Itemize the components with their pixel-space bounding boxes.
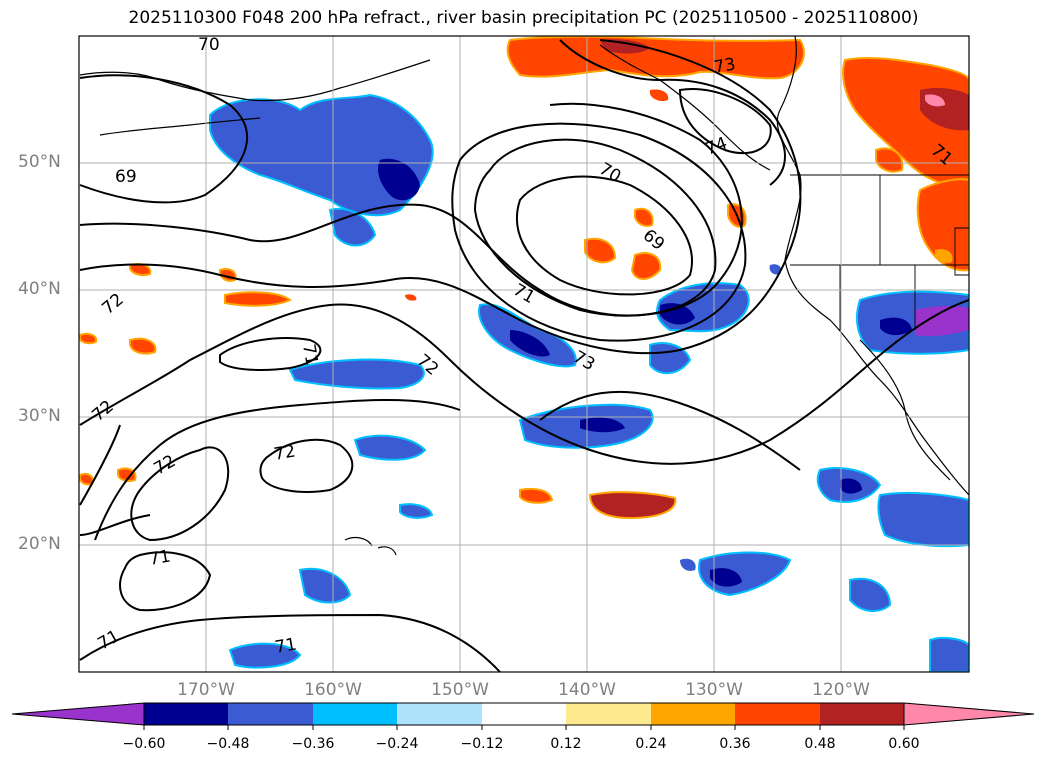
lon-label-120w: 120°W — [812, 680, 870, 700]
lon-label-150w: 150°W — [431, 680, 489, 700]
borders — [790, 174, 969, 330]
contour-label: 73 — [712, 54, 737, 77]
colorbar-tick-label: 0.12 — [550, 736, 582, 752]
lat-label-40n: 40°N — [18, 279, 61, 299]
colorbar-tick-label: −0.12 — [460, 736, 504, 752]
contour-label: 72 — [272, 441, 297, 464]
colorbar-segment — [144, 703, 228, 725]
map-frame — [78, 35, 970, 673]
colorbar-tick-label: 0.48 — [804, 736, 836, 752]
gridlines — [79, 36, 969, 672]
lon-label-130w: 130°W — [685, 680, 743, 700]
contour-label: 71 — [273, 634, 298, 657]
contour-label: 71 — [298, 342, 321, 367]
lon-label-140w: 140°W — [558, 680, 616, 700]
colorbar-tick-label: 0.24 — [635, 736, 667, 752]
contour-label: 71 — [147, 546, 172, 569]
colorbar-tick-label: −0.36 — [291, 736, 335, 752]
colorbar-extend-low — [11, 702, 145, 726]
lat-label-50n: 50°N — [18, 152, 61, 172]
colorbar-segment — [482, 703, 566, 725]
colorbar-segment — [566, 703, 651, 725]
negative-precip-regions — [209, 93, 969, 672]
colorbar-segment — [735, 703, 820, 725]
colorbar-tick-label: 0.60 — [888, 736, 920, 752]
contour-label: 69 — [115, 167, 137, 187]
lon-label-170w: 170°W — [177, 680, 235, 700]
colorbar-tick-label: 0.36 — [719, 736, 751, 752]
colorbar-segment — [228, 703, 313, 725]
colorbar-segment — [397, 703, 482, 725]
colorbar-segment — [820, 703, 904, 725]
contour-label: 70 — [198, 35, 220, 55]
lon-label-160w: 160°W — [304, 680, 362, 700]
colorbar-segment — [651, 703, 735, 725]
lat-label-30n: 30°N — [18, 406, 61, 426]
colorbar-segment — [313, 703, 397, 725]
colorbar — [11, 702, 1035, 730]
colorbar-tick-label: −0.24 — [375, 736, 419, 752]
lat-label-20n: 20°N — [18, 534, 61, 554]
positive-precip-regions — [79, 36, 969, 520]
colorbar-tick-label: −0.60 — [122, 736, 166, 752]
refractivity-contours — [79, 39, 969, 672]
chart-title: 2025110300 F048 200 hPa refract., river … — [128, 8, 919, 28]
colorbar-extend-high — [903, 702, 1035, 726]
colorbar-tick-label: −0.48 — [206, 736, 250, 752]
coastlines — [79, 36, 969, 556]
